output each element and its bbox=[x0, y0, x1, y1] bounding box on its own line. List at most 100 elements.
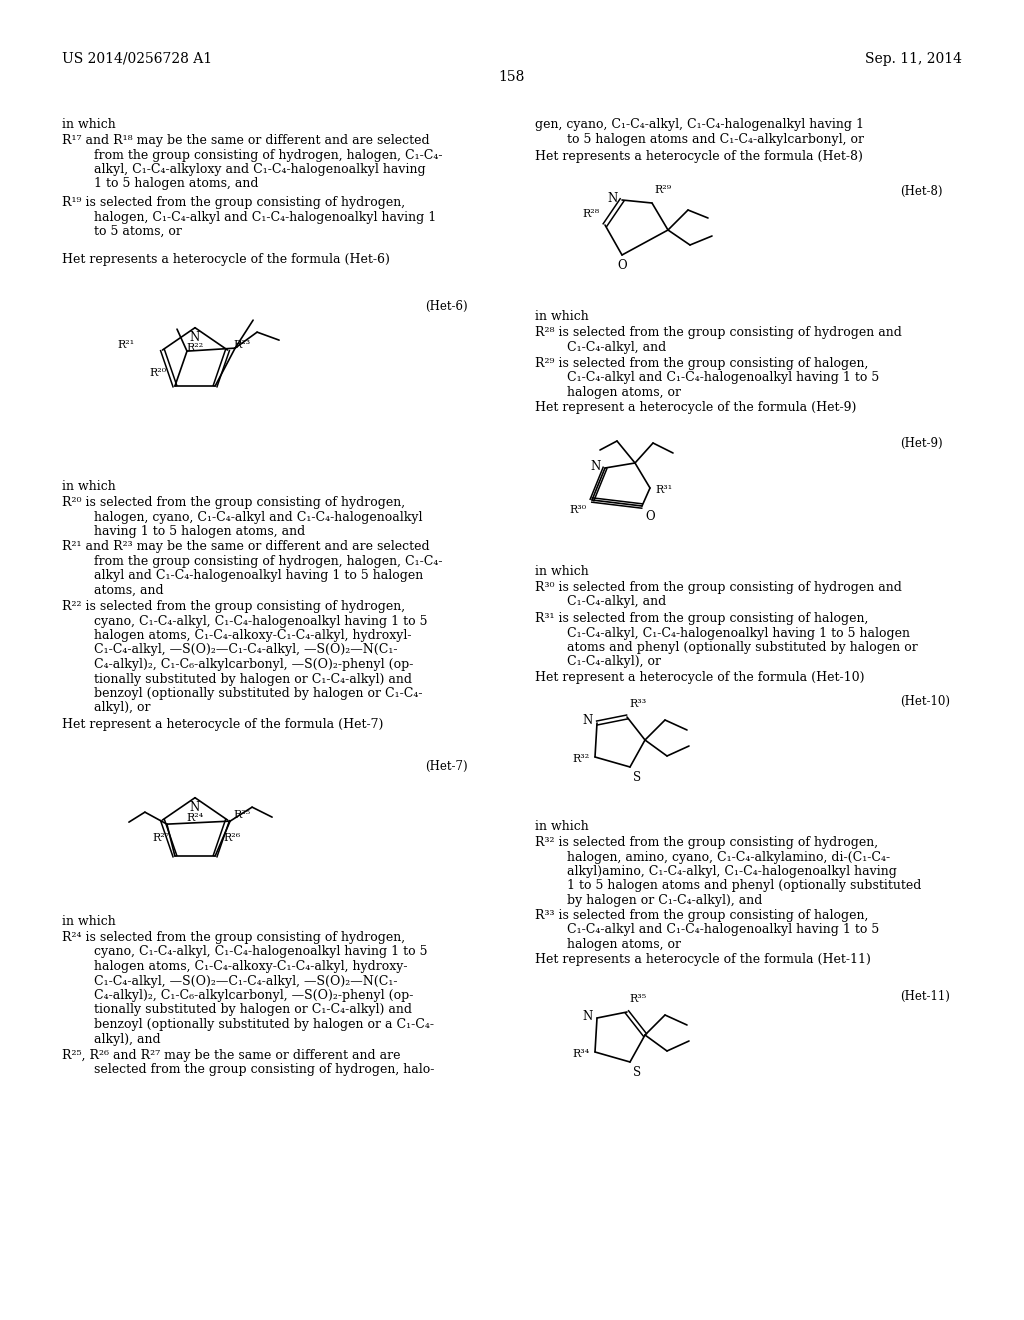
Text: R³³ is selected from the group consisting of halogen,: R³³ is selected from the group consistin… bbox=[535, 909, 868, 921]
Text: alkyl), or: alkyl), or bbox=[94, 701, 151, 714]
Text: R³²: R³² bbox=[572, 754, 590, 764]
Text: R³⁴: R³⁴ bbox=[572, 1049, 590, 1059]
Text: N: N bbox=[591, 459, 601, 473]
Text: N: N bbox=[189, 331, 200, 343]
Text: halogen, C₁-C₄-alkyl and C₁-C₄-halogenoalkyl having 1: halogen, C₁-C₄-alkyl and C₁-C₄-halogenoa… bbox=[94, 210, 436, 223]
Text: C₄-alkyl)₂, C₁-C₆-alkylcarbonyl, —S(O)₂-phenyl (op-: C₄-alkyl)₂, C₁-C₆-alkylcarbonyl, —S(O)₂-… bbox=[94, 989, 414, 1002]
Text: from the group consisting of hydrogen, halogen, C₁-C₄-: from the group consisting of hydrogen, h… bbox=[94, 149, 442, 161]
Text: alkyl, C₁-C₄-alkyloxy and C₁-C₄-halogenoalkyl having: alkyl, C₁-C₄-alkyloxy and C₁-C₄-halogeno… bbox=[94, 162, 426, 176]
Text: in which: in which bbox=[62, 480, 116, 492]
Text: R³² is selected from the group consisting of hydrogen,: R³² is selected from the group consistin… bbox=[535, 836, 879, 849]
Text: R³⁵: R³⁵ bbox=[629, 994, 646, 1005]
Text: alkyl)amino, C₁-C₄-alkyl, C₁-C₄-halogenoalkyl having: alkyl)amino, C₁-C₄-alkyl, C₁-C₄-halogeno… bbox=[567, 865, 897, 878]
Text: R³¹: R³¹ bbox=[655, 484, 672, 495]
Text: Het represent a heterocycle of the formula (Het-7): Het represent a heterocycle of the formu… bbox=[62, 718, 383, 731]
Text: halogen, cyano, C₁-C₄-alkyl and C₁-C₄-halogenoalkyl: halogen, cyano, C₁-C₄-alkyl and C₁-C₄-ha… bbox=[94, 511, 423, 524]
Text: C₁-C₄-alkyl and C₁-C₄-halogenoalkyl having 1 to 5: C₁-C₄-alkyl and C₁-C₄-halogenoalkyl havi… bbox=[567, 371, 880, 384]
Text: O: O bbox=[617, 259, 627, 272]
Text: US 2014/0256728 A1: US 2014/0256728 A1 bbox=[62, 51, 212, 66]
Text: to 5 atoms, or: to 5 atoms, or bbox=[94, 224, 182, 238]
Text: gen, cyano, C₁-C₄-alkyl, C₁-C₄-halogenalkyl having 1: gen, cyano, C₁-C₄-alkyl, C₁-C₄-halogenal… bbox=[535, 117, 864, 131]
Text: C₁-C₄-alkyl, —S(O)₂—C₁-C₄-alkyl, —S(O)₂—N(C₁-: C₁-C₄-alkyl, —S(O)₂—C₁-C₄-alkyl, —S(O)₂—… bbox=[94, 974, 397, 987]
Text: R²⁴ is selected from the group consisting of hydrogen,: R²⁴ is selected from the group consistin… bbox=[62, 931, 406, 944]
Text: in which: in which bbox=[535, 565, 589, 578]
Text: R³⁰: R³⁰ bbox=[570, 506, 587, 515]
Text: R²⁴: R²⁴ bbox=[186, 813, 204, 822]
Text: R²⁰: R²⁰ bbox=[150, 368, 167, 378]
Text: halogen atoms, C₁-C₄-alkoxy-C₁-C₄-alkyl, hydroxy-: halogen atoms, C₁-C₄-alkoxy-C₁-C₄-alkyl,… bbox=[94, 960, 408, 973]
Text: R²²: R²² bbox=[186, 343, 204, 352]
Text: R²⁸: R²⁸ bbox=[583, 209, 600, 219]
Text: N: N bbox=[189, 801, 200, 813]
Text: R²⁸ is selected from the group consisting of hydrogen and: R²⁸ is selected from the group consistin… bbox=[535, 326, 902, 339]
Text: R³³: R³³ bbox=[629, 700, 646, 709]
Text: Sep. 11, 2014: Sep. 11, 2014 bbox=[865, 51, 962, 66]
Text: Het represent a heterocycle of the formula (Het-9): Het represent a heterocycle of the formu… bbox=[535, 401, 856, 414]
Text: C₁-C₄-alkyl, —S(O)₂—C₁-C₄-alkyl, —S(O)₂—N(C₁-: C₁-C₄-alkyl, —S(O)₂—C₁-C₄-alkyl, —S(O)₂—… bbox=[94, 644, 397, 656]
Text: from the group consisting of hydrogen, halogen, C₁-C₄-: from the group consisting of hydrogen, h… bbox=[94, 554, 442, 568]
Text: halogen, amino, cyano, C₁-C₄-alkylamino, di-(C₁-C₄-: halogen, amino, cyano, C₁-C₄-alkylamino,… bbox=[567, 850, 890, 863]
Text: R¹⁹ is selected from the group consisting of hydrogen,: R¹⁹ is selected from the group consistin… bbox=[62, 195, 406, 209]
Text: R²⁶: R²⁶ bbox=[223, 833, 241, 843]
Text: R²¹: R²¹ bbox=[118, 341, 134, 350]
Text: R²³: R²³ bbox=[233, 341, 251, 350]
Text: R²⁵: R²⁵ bbox=[233, 810, 251, 820]
Text: N: N bbox=[608, 191, 618, 205]
Text: R²² is selected from the group consisting of hydrogen,: R²² is selected from the group consistin… bbox=[62, 601, 406, 612]
Text: tionally substituted by halogen or C₁-C₄-alkyl) and: tionally substituted by halogen or C₁-C₄… bbox=[94, 1003, 412, 1016]
Text: halogen atoms, or: halogen atoms, or bbox=[567, 939, 681, 950]
Text: R²¹ and R²³ may be the same or different and are selected: R²¹ and R²³ may be the same or different… bbox=[62, 540, 430, 553]
Text: C₄-alkyl)₂, C₁-C₆-alkylcarbonyl, —S(O)₂-phenyl (op-: C₄-alkyl)₂, C₁-C₆-alkylcarbonyl, —S(O)₂-… bbox=[94, 657, 414, 671]
Text: C₁-C₄-alkyl and C₁-C₄-halogenoalkyl having 1 to 5: C₁-C₄-alkyl and C₁-C₄-halogenoalkyl havi… bbox=[567, 924, 880, 936]
Text: by halogen or C₁-C₄-alkyl), and: by halogen or C₁-C₄-alkyl), and bbox=[567, 894, 763, 907]
Text: in which: in which bbox=[535, 310, 589, 323]
Text: 1 to 5 halogen atoms, and: 1 to 5 halogen atoms, and bbox=[94, 177, 258, 190]
Text: C₁-C₄-alkyl, and: C₁-C₄-alkyl, and bbox=[567, 595, 667, 609]
Text: (Het-9): (Het-9) bbox=[900, 437, 943, 450]
Text: N: N bbox=[583, 714, 593, 727]
Text: having 1 to 5 halogen atoms, and: having 1 to 5 halogen atoms, and bbox=[94, 525, 305, 539]
Text: (Het-10): (Het-10) bbox=[900, 696, 950, 708]
Text: (Het-8): (Het-8) bbox=[900, 185, 942, 198]
Text: Het represents a heterocycle of the formula (Het-11): Het represents a heterocycle of the form… bbox=[535, 953, 870, 966]
Text: cyano, C₁-C₄-alkyl, C₁-C₄-halogenoalkyl having 1 to 5: cyano, C₁-C₄-alkyl, C₁-C₄-halogenoalkyl … bbox=[94, 615, 427, 627]
Text: atoms and phenyl (optionally substituted by halogen or: atoms and phenyl (optionally substituted… bbox=[567, 642, 918, 653]
Text: (Het-7): (Het-7) bbox=[425, 760, 468, 774]
Text: alkyl), and: alkyl), and bbox=[94, 1032, 161, 1045]
Text: C₁-C₄-alkyl), or: C₁-C₄-alkyl), or bbox=[567, 656, 662, 668]
Text: tionally substituted by halogen or C₁-C₄-alkyl) and: tionally substituted by halogen or C₁-C₄… bbox=[94, 672, 412, 685]
Text: atoms, and: atoms, and bbox=[94, 583, 164, 597]
Text: R²⁵, R²⁶ and R²⁷ may be the same or different and are: R²⁵, R²⁶ and R²⁷ may be the same or diff… bbox=[62, 1049, 400, 1063]
Text: C₁-C₄-alkyl, C₁-C₄-halogenoalkyl having 1 to 5 halogen: C₁-C₄-alkyl, C₁-C₄-halogenoalkyl having … bbox=[567, 627, 910, 639]
Text: to 5 halogen atoms and C₁-C₄-alkylcarbonyl, or: to 5 halogen atoms and C₁-C₄-alkylcarbon… bbox=[567, 132, 864, 145]
Text: O: O bbox=[645, 510, 654, 523]
Text: S: S bbox=[633, 1067, 641, 1078]
Text: R²⁷: R²⁷ bbox=[153, 833, 170, 843]
Text: benzoyl (optionally substituted by halogen or a C₁-C₄-: benzoyl (optionally substituted by halog… bbox=[94, 1018, 434, 1031]
Text: R¹⁷ and R¹⁸ may be the same or different and are selected: R¹⁷ and R¹⁸ may be the same or different… bbox=[62, 135, 430, 147]
Text: Het represents a heterocycle of the formula (Het-8): Het represents a heterocycle of the form… bbox=[535, 150, 863, 162]
Text: R²⁰ is selected from the group consisting of hydrogen,: R²⁰ is selected from the group consistin… bbox=[62, 496, 406, 510]
Text: N: N bbox=[583, 1010, 593, 1023]
Text: S: S bbox=[633, 771, 641, 784]
Text: halogen atoms, C₁-C₄-alkoxy-C₁-C₄-alkyl, hydroxyl-: halogen atoms, C₁-C₄-alkoxy-C₁-C₄-alkyl,… bbox=[94, 630, 412, 642]
Text: alkyl and C₁-C₄-halogenoalkyl having 1 to 5 halogen: alkyl and C₁-C₄-halogenoalkyl having 1 t… bbox=[94, 569, 423, 582]
Text: C₁-C₄-alkyl, and: C₁-C₄-alkyl, and bbox=[567, 341, 667, 354]
Text: in which: in which bbox=[62, 117, 116, 131]
Text: 158: 158 bbox=[499, 70, 525, 84]
Text: in which: in which bbox=[535, 820, 589, 833]
Text: benzoyl (optionally substituted by halogen or C₁-C₄-: benzoyl (optionally substituted by halog… bbox=[94, 686, 423, 700]
Text: Het represent a heterocycle of the formula (Het-10): Het represent a heterocycle of the formu… bbox=[535, 671, 864, 684]
Text: R³⁰ is selected from the group consisting of hydrogen and: R³⁰ is selected from the group consistin… bbox=[535, 581, 902, 594]
Text: R²⁹: R²⁹ bbox=[654, 185, 671, 195]
Text: (Het-11): (Het-11) bbox=[900, 990, 950, 1003]
Text: cyano, C₁-C₄-alkyl, C₁-C₄-halogenoalkyl having 1 to 5: cyano, C₁-C₄-alkyl, C₁-C₄-halogenoalkyl … bbox=[94, 945, 427, 958]
Text: R²⁹ is selected from the group consisting of halogen,: R²⁹ is selected from the group consistin… bbox=[535, 356, 868, 370]
Text: in which: in which bbox=[62, 915, 116, 928]
Text: 1 to 5 halogen atoms and phenyl (optionally substituted: 1 to 5 halogen atoms and phenyl (optiona… bbox=[567, 879, 922, 892]
Text: (Het-6): (Het-6) bbox=[425, 300, 468, 313]
Text: selected from the group consisting of hydrogen, halo-: selected from the group consisting of hy… bbox=[94, 1064, 434, 1077]
Text: R³¹ is selected from the group consisting of halogen,: R³¹ is selected from the group consistin… bbox=[535, 612, 868, 624]
Text: halogen atoms, or: halogen atoms, or bbox=[567, 385, 681, 399]
Text: Het represents a heterocycle of the formula (Het-6): Het represents a heterocycle of the form… bbox=[62, 253, 390, 267]
